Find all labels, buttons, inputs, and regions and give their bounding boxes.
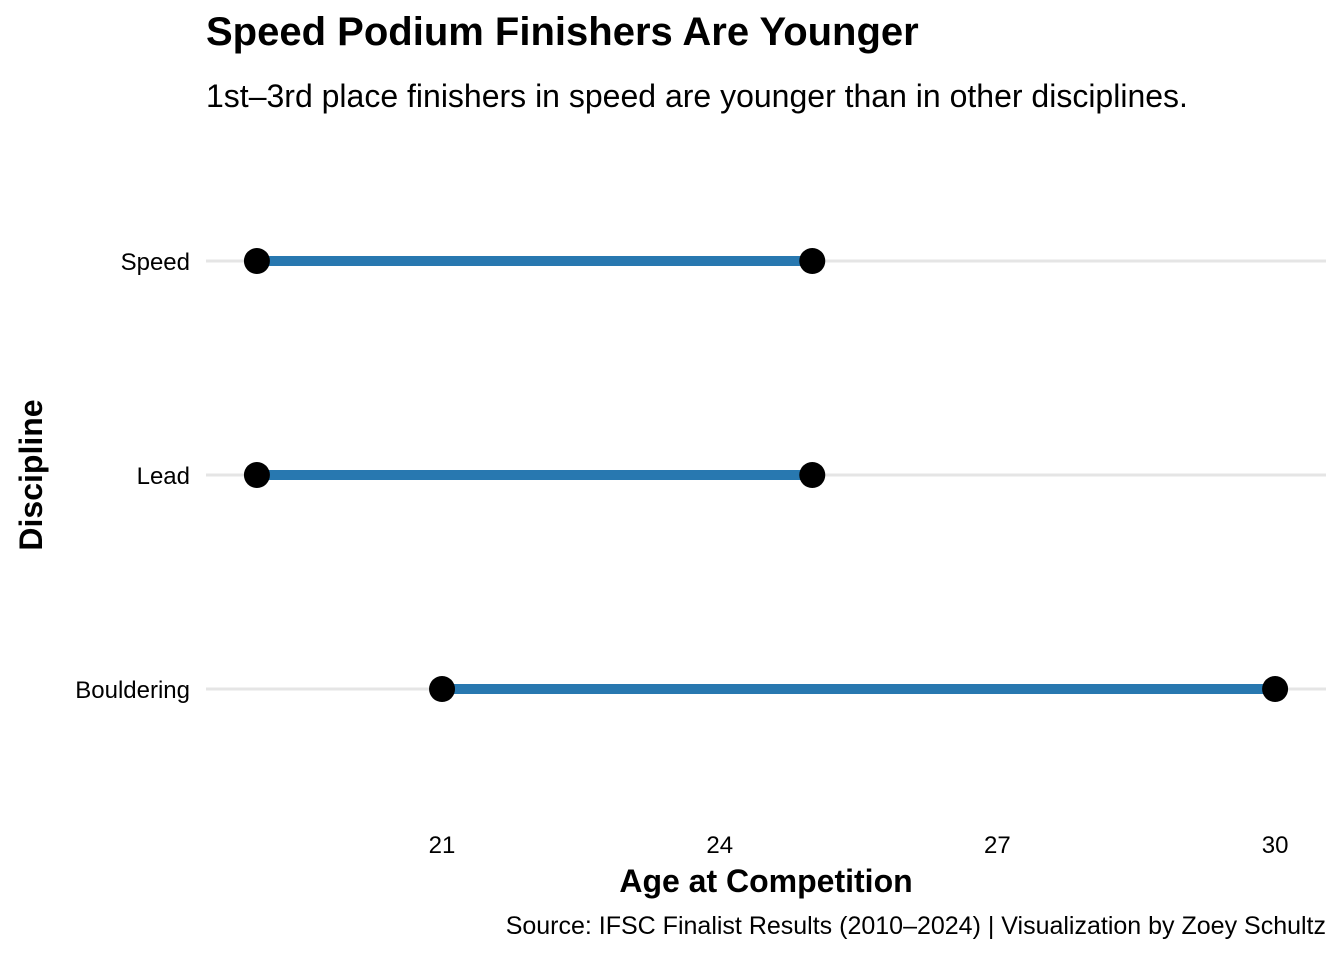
- chart-caption: Source: IFSC Finalist Results (2010–2024…: [505, 912, 1326, 940]
- x-tick-label: 30: [1262, 832, 1289, 859]
- x-tick-label: 24: [706, 832, 733, 859]
- range-segments: [256, 256, 1276, 694]
- max-point: [1262, 676, 1289, 702]
- x-tick-label: 27: [984, 832, 1011, 859]
- x-tick-labels: 21 24 27 30: [429, 832, 1289, 859]
- min-point: [429, 676, 456, 702]
- y-tick-label: Lead: [137, 463, 190, 490]
- chart-subtitle: 1st–3rd place finishers in speed are you…: [206, 78, 1188, 114]
- max-point: [799, 248, 826, 274]
- range-points: [243, 248, 1289, 702]
- x-axis-title: Age at Competition: [619, 863, 912, 899]
- chart-title: Speed Podium Finishers Are Younger: [206, 10, 919, 54]
- y-tick-labels: Speed Lead Bouldering: [75, 249, 190, 704]
- y-tick-label: Speed: [121, 249, 190, 276]
- min-point: [243, 462, 270, 488]
- x-tick-label: 21: [429, 832, 456, 859]
- y-axis-title: Discipline: [13, 399, 49, 550]
- max-point: [799, 462, 826, 488]
- min-point: [243, 248, 270, 274]
- y-tick-label: Bouldering: [75, 677, 190, 704]
